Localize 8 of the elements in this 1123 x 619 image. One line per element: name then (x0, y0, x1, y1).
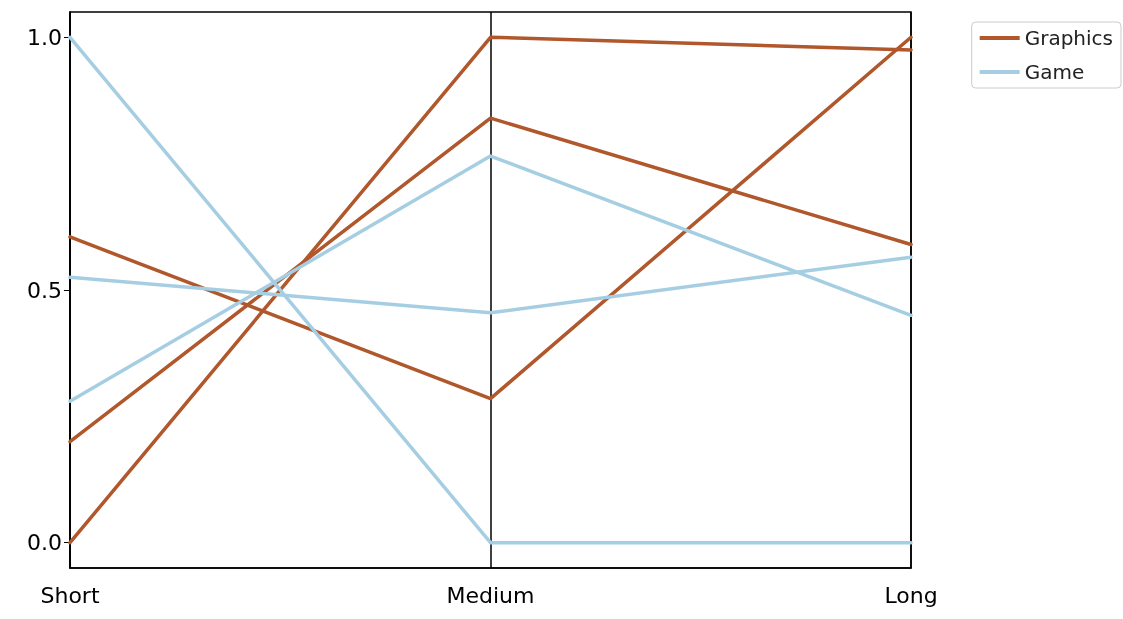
legend-label: Game (1024, 60, 1085, 84)
y-tick-label: 0.0 (27, 530, 62, 556)
y-tick-label: 0.5 (27, 277, 62, 303)
x-tick-label: Long (884, 582, 938, 608)
x-tick-label: Medium (446, 582, 535, 608)
x-tick-label: Short (40, 582, 100, 608)
legend-label: Graphics (1024, 26, 1114, 50)
y-tick-label: 1.0 (27, 24, 62, 50)
